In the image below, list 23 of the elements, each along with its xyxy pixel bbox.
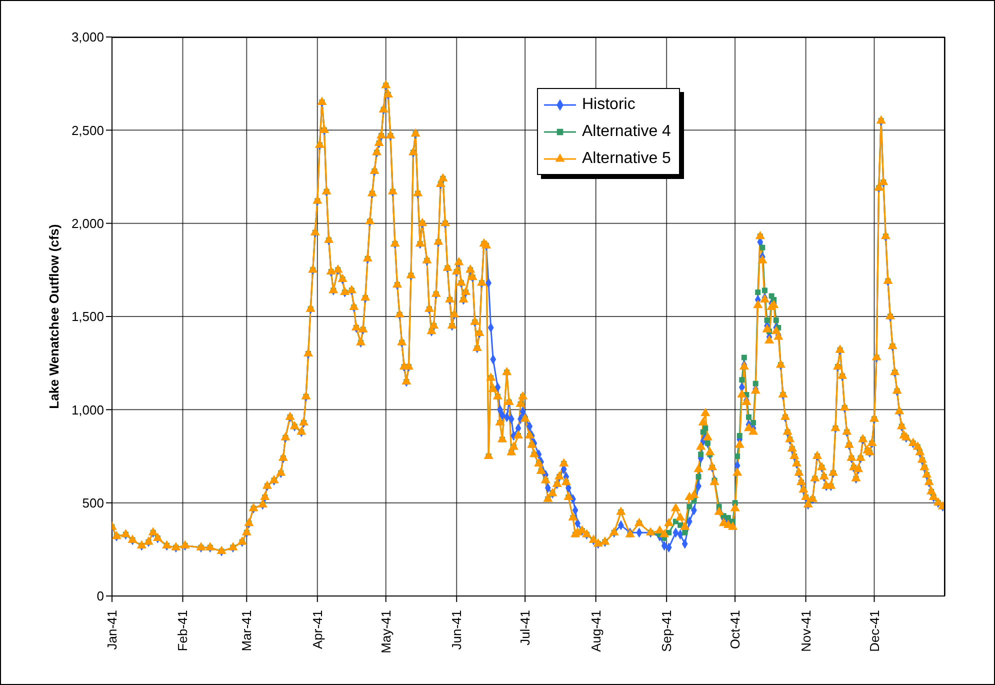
x-tick-label: Sep-41	[659, 610, 674, 652]
x-tick-label: Feb-41	[175, 610, 190, 652]
x-tick-label: Oct-41	[728, 610, 743, 650]
x-tick-label: Mar-41	[239, 610, 254, 652]
legend-label: Alternative 5	[582, 149, 671, 169]
x-tick-label: Nov-41	[798, 610, 814, 652]
x-tick-label: May-41	[378, 610, 394, 654]
y-tick-label: 1,500	[71, 309, 104, 324]
legend-label: Alternative 4	[582, 122, 671, 142]
x-tick-label: Dec-41	[866, 610, 882, 652]
y-tick-label: 0	[96, 588, 104, 604]
y-tick-label: 1,000	[71, 402, 104, 418]
y-tick-label: 3,000	[71, 30, 104, 45]
x-tick-label: Jan-41	[104, 610, 120, 650]
y-tick-label: 2,500	[71, 122, 104, 138]
x-tick-label: Jun-41	[449, 610, 464, 650]
y-tick-label: 2,000	[71, 216, 104, 231]
x-tick-label: Aug-41	[588, 610, 604, 652]
y-axis-title: Lake Wenatchee Outflow (cfs)	[46, 224, 62, 409]
x-tick-label: Jul-41	[518, 610, 533, 646]
legend-label: Historic	[582, 95, 636, 115]
x-tick-label: Apr-41	[310, 610, 325, 650]
y-tick-label: 500	[82, 495, 104, 510]
